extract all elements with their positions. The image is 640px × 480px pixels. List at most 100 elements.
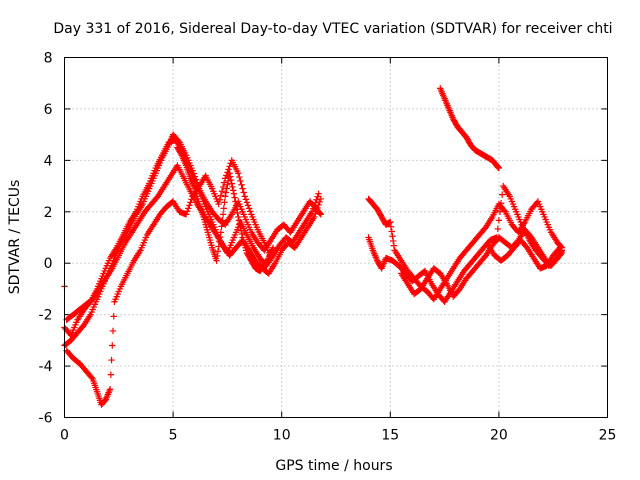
data-point <box>107 371 115 378</box>
data-point <box>213 257 220 264</box>
data-point <box>494 225 502 233</box>
data-point <box>232 202 240 209</box>
series-track-g <box>365 182 566 305</box>
data-point <box>185 205 192 212</box>
data-point <box>235 170 242 177</box>
data-point <box>218 188 226 195</box>
x-tick-label: 15 <box>381 428 399 444</box>
y-tick-label: 2 <box>44 205 53 221</box>
data-point <box>224 181 231 188</box>
y-tick-label: 6 <box>44 102 53 118</box>
data-point <box>227 173 234 180</box>
data-point <box>233 206 241 213</box>
data-point <box>247 208 254 215</box>
x-axis-label: GPS time / hours <box>275 458 392 474</box>
data-point <box>188 196 195 203</box>
data-point <box>312 210 319 218</box>
data-point <box>313 207 320 215</box>
data-point <box>237 177 244 185</box>
data-point <box>230 190 238 197</box>
data-point <box>241 193 248 200</box>
data-point <box>186 202 193 209</box>
data-point <box>214 252 221 260</box>
data-point <box>264 256 272 263</box>
data-point <box>224 177 232 185</box>
series-track-f <box>365 195 566 303</box>
series-track-d <box>63 157 275 408</box>
data-point <box>219 211 227 218</box>
data-point <box>215 200 222 208</box>
data-point <box>390 242 398 249</box>
data-point <box>226 163 233 170</box>
data-point <box>555 245 562 253</box>
data-point <box>217 229 225 236</box>
data-point <box>244 202 252 209</box>
data-point <box>222 189 230 196</box>
data-point <box>311 202 318 209</box>
y-tick-label: -4 <box>39 359 53 375</box>
data-point <box>240 189 247 196</box>
x-tick-label: 20 <box>490 428 508 444</box>
data-point <box>236 220 243 227</box>
data-point <box>387 223 395 230</box>
y-tick-label: -2 <box>39 308 53 324</box>
data-point <box>235 217 243 224</box>
y-tick-label: 8 <box>44 51 53 67</box>
y-tick-label: 4 <box>44 153 53 169</box>
data-point <box>269 244 277 251</box>
data-point <box>314 204 321 212</box>
y-axis-label: SDTVAR / TECUs <box>7 180 23 295</box>
data-point <box>106 386 114 393</box>
data-point <box>239 185 246 192</box>
data-point <box>219 183 227 191</box>
data-point <box>216 196 223 203</box>
series-track-e <box>174 144 277 275</box>
data-point <box>237 224 244 231</box>
data-point <box>243 199 251 206</box>
data-point <box>216 238 223 245</box>
data-point <box>495 217 503 224</box>
data-point <box>311 213 318 221</box>
data-point <box>229 187 237 194</box>
x-tick-label: 10 <box>273 428 291 444</box>
data-point <box>215 243 222 250</box>
plot-frame <box>64 57 608 418</box>
data-point <box>497 200 505 207</box>
data-point <box>313 196 320 203</box>
series-track-i <box>437 85 503 172</box>
data-point <box>314 193 321 200</box>
data-point <box>308 208 316 215</box>
data-point <box>229 183 236 191</box>
data-points <box>61 85 566 408</box>
y-tick-labels: -6 -4 -2 0 2 4 6 8 <box>39 51 53 427</box>
data-point <box>245 205 253 212</box>
chart-title: Day 331 of 2016, Sidereal Day-to-day VTE… <box>53 21 612 37</box>
data-point <box>184 208 191 215</box>
data-point <box>225 166 232 173</box>
data-point <box>232 198 239 205</box>
data-point <box>234 209 241 217</box>
data-point <box>315 201 322 209</box>
data-point <box>501 207 508 214</box>
data-point <box>238 181 245 188</box>
data-point <box>242 196 250 203</box>
data-point <box>236 173 243 181</box>
data-point <box>498 191 506 198</box>
data-point <box>219 217 226 224</box>
data-point <box>187 199 194 206</box>
data-point <box>316 198 323 206</box>
data-point <box>220 179 228 186</box>
data-point <box>177 150 185 158</box>
data-point <box>231 194 238 201</box>
data-point <box>108 356 115 364</box>
data-point <box>317 195 324 203</box>
x-tick-label: 5 <box>169 428 178 444</box>
data-point <box>238 230 246 238</box>
data-point <box>389 237 397 245</box>
data-point <box>556 244 563 251</box>
data-point <box>228 180 235 187</box>
data-point <box>496 208 504 215</box>
data-point <box>182 211 190 218</box>
x-tick-labels: 0 5 10 15 20 25 <box>60 428 616 444</box>
